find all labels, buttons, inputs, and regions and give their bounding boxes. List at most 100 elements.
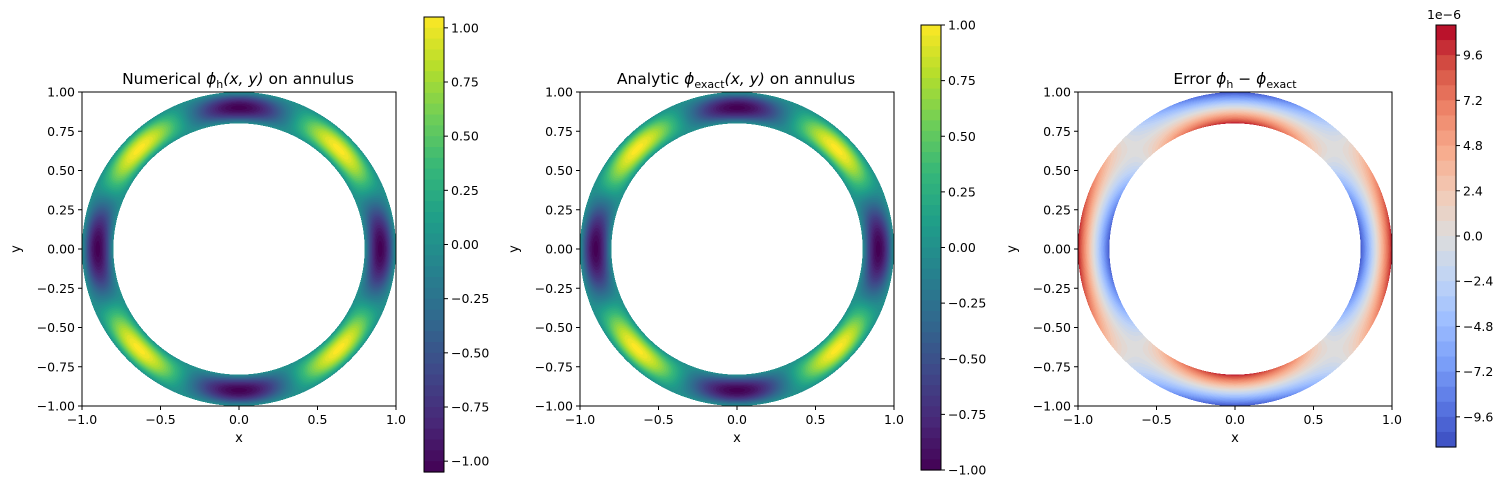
y-tick-label: 0.75 bbox=[545, 124, 573, 139]
y-tick-label: −0.75 bbox=[1033, 359, 1071, 374]
colorbar-band bbox=[424, 201, 444, 213]
colorbar-band bbox=[424, 125, 444, 137]
colorbar-band bbox=[1436, 296, 1456, 312]
colorbar-band bbox=[424, 407, 444, 419]
colorbar-band bbox=[1436, 190, 1456, 207]
x-tick-label: 0.5 bbox=[308, 412, 328, 427]
colorbar-band bbox=[424, 352, 444, 365]
colorbar-band bbox=[921, 459, 941, 471]
colorbar-tick-label: 0.50 bbox=[948, 129, 976, 144]
colorbar-tick-label: 7.2 bbox=[1463, 93, 1483, 108]
colorbar-tick-label: −0.75 bbox=[948, 407, 986, 422]
colorbar-tick-label: −0.50 bbox=[948, 351, 986, 366]
colorbar-tick-label: 4.8 bbox=[1463, 138, 1483, 153]
x-tick-label: −1.0 bbox=[565, 412, 595, 427]
colorbar-band bbox=[424, 190, 444, 202]
x-tick-label: 0.5 bbox=[806, 412, 826, 427]
colorbar-band bbox=[921, 448, 941, 461]
colorbar-band bbox=[424, 298, 444, 311]
colorbar-band bbox=[1436, 401, 1456, 418]
colorbar-band bbox=[921, 258, 941, 270]
colorbar-band bbox=[424, 114, 444, 126]
colorbar-band bbox=[424, 92, 444, 105]
colorbar-tick-label: −2.4 bbox=[1463, 274, 1493, 289]
chart-title: Error ϕh − ϕexact bbox=[1173, 70, 1297, 91]
y-tick-label: 0.50 bbox=[47, 163, 75, 178]
colorbar-band bbox=[921, 247, 941, 259]
colorbar-band bbox=[424, 49, 444, 61]
y-tick-label: 0.00 bbox=[1043, 242, 1071, 257]
x-tick-label: −0.5 bbox=[1141, 412, 1171, 427]
y-tick-label: −1.00 bbox=[37, 399, 75, 414]
colorbar-band bbox=[921, 395, 941, 408]
y-tick-label: −0.75 bbox=[37, 359, 75, 374]
colorbar-band bbox=[1436, 356, 1456, 373]
colorbar-band bbox=[921, 385, 941, 397]
colorbar-band bbox=[1436, 341, 1456, 358]
colorbar: 1.00 0.75 0.50 0.25 0.00 −0.25 −0.50 −0.75 −1.00 bbox=[423, 16, 489, 473]
colorbar-band bbox=[1436, 371, 1456, 388]
x-tick-label: −0.5 bbox=[145, 412, 175, 427]
colorbar-band bbox=[1436, 70, 1456, 86]
colorbar-band bbox=[921, 374, 941, 386]
colorbar-band bbox=[921, 332, 941, 344]
y-axis-label: y bbox=[507, 245, 522, 253]
annulus-field bbox=[82, 92, 396, 406]
colorbar-band bbox=[921, 279, 941, 291]
colorbar-band bbox=[1436, 416, 1456, 433]
colorbar-band bbox=[921, 130, 941, 143]
y-tick-label: −1.00 bbox=[1033, 399, 1071, 414]
colorbar-band bbox=[921, 342, 941, 355]
y-tick-label: 0.00 bbox=[545, 242, 573, 257]
colorbar-tick-label: 0.25 bbox=[451, 183, 479, 198]
colorbar-band bbox=[424, 309, 444, 321]
colorbar-tick-label: −9.6 bbox=[1463, 409, 1493, 424]
y-tick-label: 0.75 bbox=[47, 124, 75, 139]
y-tick-label: 0.00 bbox=[47, 242, 75, 257]
colorbar-band bbox=[1436, 175, 1456, 192]
y-tick-label: 1.00 bbox=[545, 85, 573, 100]
colorbar-band bbox=[1436, 326, 1456, 343]
colorbar-offset-label: 1e−6 bbox=[1427, 7, 1461, 22]
x-tick-label: 0.0 bbox=[727, 412, 747, 427]
colorbar-band bbox=[921, 353, 941, 365]
colorbar-band bbox=[921, 427, 941, 439]
colorbar-band bbox=[424, 450, 444, 462]
colorbar-tick-label: 1.00 bbox=[451, 20, 479, 35]
colorbar-band bbox=[921, 183, 941, 196]
annulus-field bbox=[580, 92, 894, 406]
colorbar-tick-label: −0.75 bbox=[451, 400, 489, 415]
colorbar-band bbox=[921, 141, 941, 153]
y-tick-label: −0.50 bbox=[535, 320, 573, 335]
colorbar-band bbox=[921, 120, 941, 132]
colorbar-band bbox=[921, 289, 941, 302]
colorbar-tick-label: −1.00 bbox=[451, 454, 489, 469]
colorbar-band bbox=[424, 71, 444, 83]
colorbar-tick-label: 0.50 bbox=[451, 129, 479, 144]
colorbar-band bbox=[424, 396, 444, 408]
y-tick-label: −0.50 bbox=[37, 320, 75, 335]
colorbar-band bbox=[424, 439, 444, 451]
colorbar-band bbox=[424, 212, 444, 224]
colorbar-band bbox=[1436, 236, 1456, 252]
colorbar-band bbox=[424, 428, 444, 441]
colorbar-tick-label: −0.25 bbox=[948, 296, 986, 311]
y-axis-label: y bbox=[1005, 245, 1020, 253]
colorbar-band bbox=[424, 179, 444, 191]
colorbar-band bbox=[424, 363, 444, 376]
colorbar-band bbox=[921, 311, 941, 323]
colorbar-tick-label: −0.50 bbox=[451, 345, 489, 360]
y-tick-label: 0.75 bbox=[1043, 124, 1071, 139]
colorbar-tick-label: −0.25 bbox=[451, 291, 489, 306]
colorbar-tick-label: 0.00 bbox=[451, 237, 479, 252]
y-tick-label: 0.50 bbox=[1043, 163, 1071, 178]
colorbar-tick-label: 1.00 bbox=[948, 18, 976, 33]
panel-3: −1.0 −0.5 0.0 0.5 1.0 1.00 0.75 0.50 0.25 0.00 −0.… bbox=[1005, 7, 1493, 448]
x-tick-label: 0.5 bbox=[1304, 412, 1324, 427]
colorbar-band bbox=[424, 417, 444, 430]
colorbar-band bbox=[424, 233, 444, 246]
colorbar-band bbox=[424, 17, 444, 29]
y-tick-label: 0.25 bbox=[47, 202, 75, 217]
y-tick-label: 0.50 bbox=[545, 163, 573, 178]
